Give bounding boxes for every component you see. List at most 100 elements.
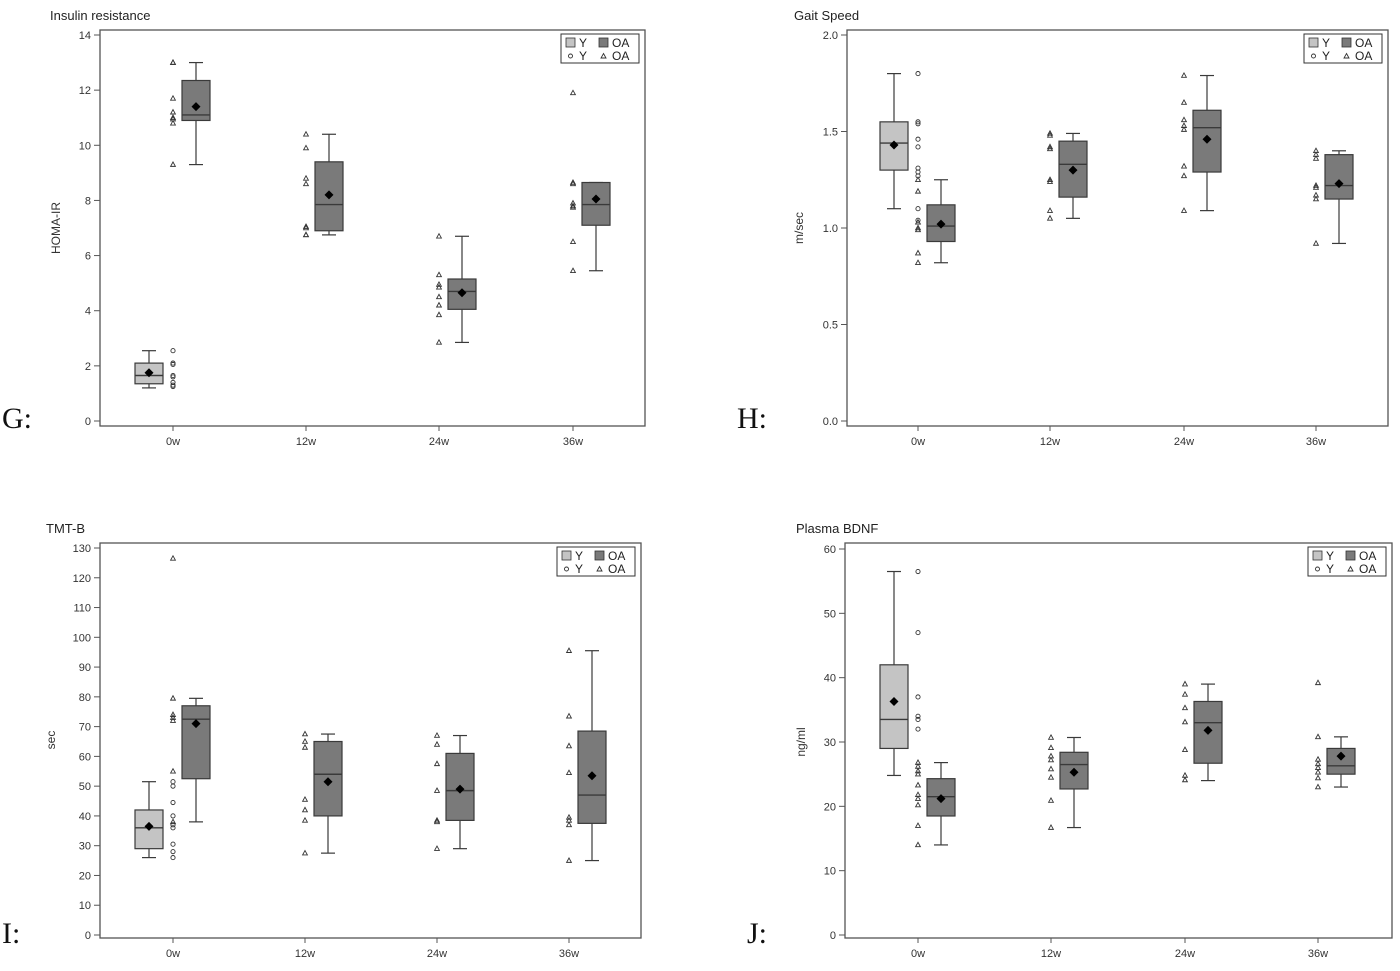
data-point-oa <box>1181 718 1189 725</box>
legend-swatch-y <box>565 37 576 48</box>
y-tick-label: 2 <box>85 361 91 373</box>
x-tick-label: 12w <box>296 436 316 448</box>
legend-circle-icon <box>1315 566 1320 572</box>
box-iqr <box>879 664 909 750</box>
legend-swatch-oa <box>1345 550 1356 561</box>
data-point-oa <box>435 338 443 345</box>
data-point-oa <box>302 144 310 151</box>
y-tick-label: 0 <box>85 416 91 428</box>
box-iqr <box>926 204 956 243</box>
legend-triangle-icon <box>1347 565 1354 572</box>
mean-marker <box>455 784 465 794</box>
box-iqr <box>447 278 477 310</box>
data-point-oa <box>301 730 309 737</box>
y-tick-label: 30 <box>79 841 91 853</box>
legend: Y OA Y OA <box>556 546 636 577</box>
data-point-oa <box>914 822 922 828</box>
box-y-0w <box>134 781 164 859</box>
data-point-oa <box>1181 746 1189 752</box>
y-tick-label: 70 <box>79 722 91 734</box>
mean-marker <box>144 821 154 831</box>
data-point-y <box>915 121 921 127</box>
box-iqr <box>181 79 211 122</box>
data-point-oa <box>565 647 573 653</box>
mean-marker <box>457 288 467 298</box>
legend-label-oa-box: OA <box>612 36 629 50</box>
data-point-oa <box>1314 774 1322 781</box>
box-oa-0w <box>926 179 956 264</box>
data-point-oa <box>433 732 441 738</box>
chart-title: Gait Speed <box>794 8 859 23</box>
legend-label-oa-point: OA <box>608 562 625 576</box>
data-point-oa <box>914 767 922 774</box>
legend-triangle-icon <box>600 52 607 59</box>
mean-marker <box>324 190 334 200</box>
y-tick-label: 50 <box>79 781 91 793</box>
box-oa-0w <box>181 697 211 823</box>
legend-swatch-oa <box>598 37 609 48</box>
data-point-oa <box>1180 162 1188 169</box>
data-point-y <box>170 361 176 368</box>
box-y-0w <box>879 72 909 210</box>
mean-marker <box>1069 767 1079 777</box>
mean-marker <box>936 794 946 804</box>
y-tick-label: 10 <box>79 140 91 152</box>
box-oa-12w <box>314 133 344 236</box>
data-point-oa <box>1046 178 1054 184</box>
data-point-y <box>915 119 921 125</box>
y-tick-label: 130 <box>73 543 91 555</box>
data-point-oa <box>169 714 177 720</box>
box-oa-24w <box>1193 683 1223 782</box>
data-point-y <box>170 348 176 354</box>
box-y-0w <box>134 350 164 389</box>
data-point-oa <box>302 130 310 137</box>
mean-marker <box>1336 751 1346 761</box>
x-tick-label: 0w <box>166 948 180 960</box>
data-point-oa <box>1047 773 1055 780</box>
mean-marker <box>889 696 899 706</box>
panel-h: H: Gait Speed m/sec 0.0 0.5 1.0 1.5 2.0 0w 12w 24w… <box>737 8 1389 448</box>
data-point-oa <box>301 796 309 802</box>
data-point-oa <box>565 769 573 776</box>
x-tick-label: 36w <box>559 948 579 960</box>
data-point-oa <box>169 717 177 723</box>
plot-frame <box>844 542 1393 939</box>
legend-label-oa-box: OA <box>1355 36 1372 50</box>
chart-title: TMT-B <box>46 521 85 536</box>
legend-circle-icon <box>564 566 569 572</box>
data-point-y <box>170 841 176 847</box>
legend-swatch-y <box>561 550 572 561</box>
y-tick-label: 100 <box>73 632 91 644</box>
data-point-oa <box>169 108 177 115</box>
panel-letter: J: <box>747 917 767 950</box>
data-point-oa <box>302 223 310 229</box>
box-oa-36w <box>1324 150 1354 245</box>
box-iqr <box>181 705 211 780</box>
data-point-oa <box>1180 71 1188 78</box>
data-point-oa <box>914 218 922 225</box>
box-oa-36w <box>577 650 607 862</box>
data-point-oa <box>569 238 577 245</box>
data-point-oa <box>435 271 443 278</box>
data-point-oa <box>169 711 177 717</box>
x-tick-label: 36w <box>1308 948 1328 960</box>
data-point-y <box>915 568 921 575</box>
y-tick-label: 14 <box>79 30 91 42</box>
data-point-y <box>170 779 176 785</box>
chart-title: Plasma BDNF <box>796 521 878 536</box>
data-point-oa <box>1046 131 1054 138</box>
data-point-y <box>915 136 921 142</box>
y-tick-label: 120 <box>73 573 91 585</box>
data-point-oa <box>169 694 177 701</box>
mean-marker <box>1334 179 1344 189</box>
data-point-oa <box>914 249 922 256</box>
y-tick-label: 60 <box>824 544 836 556</box>
mean-marker <box>587 771 597 781</box>
legend-label-y-box: Y <box>575 549 583 563</box>
legend-label-oa-point: OA <box>612 49 629 63</box>
data-point-oa <box>1312 195 1320 202</box>
box-oa-36w <box>1326 736 1356 788</box>
legend-label-y-box: Y <box>1322 36 1330 50</box>
y-tick-label: 0 <box>830 930 836 942</box>
data-point-oa <box>1180 116 1188 123</box>
